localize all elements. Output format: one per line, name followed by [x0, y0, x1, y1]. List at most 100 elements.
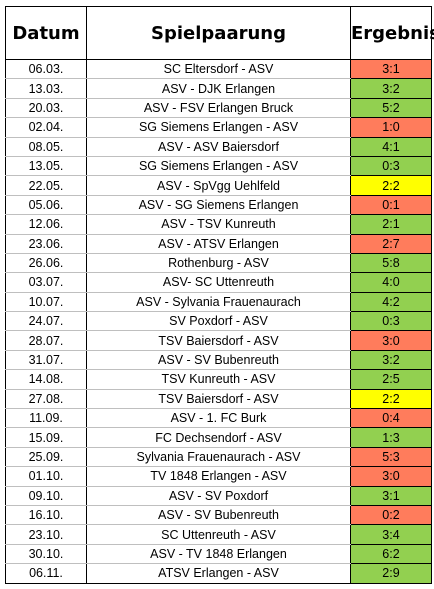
- table-row: 08.05. ASV - ASV Baiersdorf 4:1: [5, 136, 432, 157]
- result-cell: 0:2: [350, 504, 432, 526]
- table-row: 26.06. Rothenburg - ASV 5:8: [5, 252, 432, 274]
- date-cell: 13.05.: [5, 155, 87, 177]
- match-cell: ASV - TSV Kunreuth: [86, 214, 351, 235]
- date-cell: 25.09.: [5, 446, 87, 468]
- result-cell: 5:2: [350, 97, 432, 119]
- date-cell: 14.08.: [5, 369, 87, 390]
- date-cell: 06.11.: [5, 563, 87, 584]
- match-cell: ASV - SV Poxdorf: [86, 485, 351, 506]
- date-cell: 23.06.: [5, 233, 87, 254]
- match-cell: ASV - SG Siemens Erlangen: [86, 194, 351, 216]
- date-cell: 24.07.: [5, 311, 87, 332]
- result-cell: 0:1: [350, 194, 432, 216]
- match-cell: SG Siemens Erlangen - ASV: [86, 117, 351, 138]
- date-cell: 13.03.: [5, 78, 87, 99]
- table-row: 10.07. ASV - Sylvania Frauenaurach 4:2: [5, 291, 432, 313]
- match-cell: ASV - SpVgg Uehlfeld: [86, 175, 351, 196]
- result-cell: 1:3: [350, 427, 432, 448]
- table-row: 24.07. SV Poxdorf - ASV 0:3: [5, 311, 432, 332]
- match-cell: ASV - 1. FC Burk: [86, 408, 351, 429]
- date-cell: 11.09.: [5, 408, 87, 429]
- result-cell: 3:1: [350, 485, 432, 506]
- match-cell: ASV - SV Bubenreuth: [86, 504, 351, 526]
- header-date: Datum: [5, 6, 87, 60]
- date-cell: 28.07.: [5, 330, 87, 351]
- table-row: 20.03. ASV - FSV Erlangen Bruck 5:2: [5, 97, 432, 119]
- date-cell: 05.06.: [5, 194, 87, 216]
- table-row: 30.10. ASV - TV 1848 Erlangen 6:2: [5, 543, 432, 565]
- table-row: 06.03. SC Eltersdorf - ASV 3:1: [5, 58, 432, 80]
- date-cell: 26.06.: [5, 252, 87, 274]
- match-cell: ASV - ASV Baiersdorf: [86, 136, 351, 157]
- results-table: Datum Spielpaarung Ergebnis 06.03. SC Elt…: [5, 6, 434, 584]
- result-cell: 2:2: [350, 388, 432, 410]
- table-row: 13.05. SG Siemens Erlangen - ASV 0:3: [5, 155, 432, 177]
- date-cell: 16.10.: [5, 504, 87, 526]
- result-cell: 3:0: [350, 466, 432, 487]
- table-row: 11.09. ASV - 1. FC Burk 0:4: [5, 408, 432, 429]
- date-cell: 03.07.: [5, 272, 87, 293]
- match-cell: ASV - FSV Erlangen Bruck: [86, 97, 351, 119]
- date-cell: 15.09.: [5, 427, 87, 448]
- table-row: 23.10. SC Uttenreuth - ASV 3:4: [5, 524, 432, 545]
- result-cell: 5:8: [350, 252, 432, 274]
- table-row: 27.08. TSV Baiersdorf - ASV 2:2: [5, 388, 432, 410]
- result-cell: 3:4: [350, 524, 432, 545]
- match-cell: ASV - TV 1848 Erlangen: [86, 543, 351, 565]
- match-cell: ASV- SC Uttenreuth: [86, 272, 351, 293]
- match-cell: SC Eltersdorf - ASV: [86, 58, 351, 80]
- date-cell: 02.04.: [5, 117, 87, 138]
- date-cell: 08.05.: [5, 136, 87, 157]
- match-cell: ASV - DJK Erlangen: [86, 78, 351, 99]
- result-cell: 5:3: [350, 446, 432, 468]
- match-cell: Sylvania Frauenaurach - ASV: [86, 446, 351, 468]
- header-row: Datum Spielpaarung Ergebnis: [5, 6, 434, 60]
- date-cell: 09.10.: [5, 485, 87, 506]
- date-cell: 23.10.: [5, 524, 87, 545]
- result-cell: 3:1: [350, 58, 432, 80]
- match-cell: ATSV Erlangen - ASV: [86, 563, 351, 584]
- result-cell: 4:2: [350, 291, 432, 313]
- match-cell: TSV Baiersdorf - ASV: [86, 330, 351, 351]
- date-cell: 30.10.: [5, 543, 87, 565]
- date-cell: 31.07.: [5, 349, 87, 371]
- table-row: 06.11. ATSV Erlangen - ASV 2:9: [5, 563, 432, 584]
- table-row: 13.03. ASV - DJK Erlangen 3:2: [5, 78, 432, 99]
- match-cell: SG Siemens Erlangen - ASV: [86, 155, 351, 177]
- match-cell: TSV Kunreuth - ASV: [86, 369, 351, 390]
- match-cell: ASV - ATSV Erlangen: [86, 233, 351, 254]
- table-row: 22.05. ASV - SpVgg Uehlfeld 2:2: [5, 175, 432, 196]
- match-cell: TV 1848 Erlangen - ASV: [86, 466, 351, 487]
- table-row: 31.07. ASV - SV Bubenreuth 3:2: [5, 349, 432, 371]
- result-cell: 2:9: [350, 563, 432, 584]
- header-result: Ergebnis: [350, 6, 434, 60]
- date-cell: 12.06.: [5, 214, 87, 235]
- date-cell: 10.07.: [5, 291, 87, 313]
- result-cell: 2:2: [350, 175, 432, 196]
- table-body: 06.03. SC Eltersdorf - ASV 3:1 13.03. ASV - …: [5, 58, 432, 584]
- result-cell: 0:4: [350, 408, 432, 429]
- results-table-container: Datum Spielpaarung Ergebnis 06.03. SC Elt…: [5, 6, 434, 584]
- result-cell: 3:0: [350, 330, 432, 351]
- date-cell: 06.03.: [5, 58, 87, 80]
- table-row: 03.07. ASV- SC Uttenreuth 4:0: [5, 272, 432, 293]
- match-cell: SC Uttenreuth - ASV: [86, 524, 351, 545]
- result-cell: 4:0: [350, 272, 432, 293]
- table-row: 09.10. ASV - SV Poxdorf 3:1: [5, 485, 432, 506]
- result-cell: 3:2: [350, 78, 432, 99]
- result-cell: 0:3: [350, 155, 432, 177]
- match-cell: ASV - SV Bubenreuth: [86, 349, 351, 371]
- match-cell: Rothenburg - ASV: [86, 252, 351, 274]
- match-cell: SV Poxdorf - ASV: [86, 311, 351, 332]
- match-cell: ASV - Sylvania Frauenaurach: [86, 291, 351, 313]
- table-row: 01.10. TV 1848 Erlangen - ASV 3:0: [5, 466, 432, 487]
- date-cell: 22.05.: [5, 175, 87, 196]
- date-cell: 01.10.: [5, 466, 87, 487]
- table-row: 14.08. TSV Kunreuth - ASV 2:5: [5, 369, 432, 390]
- table-row: 05.06. ASV - SG Siemens Erlangen 0:1: [5, 194, 432, 216]
- table-row: 25.09. Sylvania Frauenaurach - ASV 5:3: [5, 446, 432, 468]
- match-cell: FC Dechsendorf - ASV: [86, 427, 351, 448]
- table-row: 12.06. ASV - TSV Kunreuth 2:1: [5, 214, 432, 235]
- result-cell: 4:1: [350, 136, 432, 157]
- date-cell: 27.08.: [5, 388, 87, 410]
